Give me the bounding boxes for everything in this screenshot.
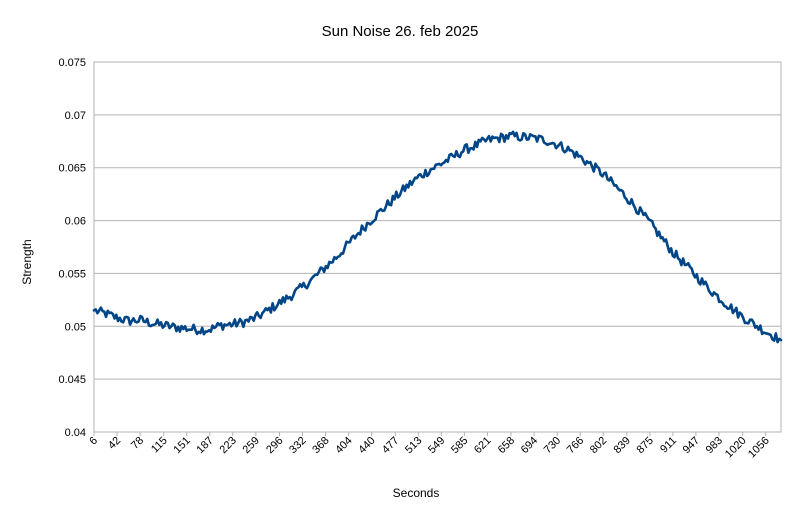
gridlines (94, 61, 781, 433)
x-tick-label: 730 (542, 435, 563, 456)
x-tick-label: 42 (106, 435, 123, 452)
y-tick-label: 0.06 (65, 216, 86, 228)
x-tick-label: 440 (356, 435, 377, 456)
x-axis-title: Seconds (393, 486, 440, 500)
plot-area-frame (93, 61, 782, 433)
y-tick-label: 0.045 (58, 374, 86, 386)
x-tick-label: 332 (287, 435, 308, 456)
x-tick-label: 115 (149, 435, 170, 456)
x-tick-label: 513 (403, 435, 424, 456)
x-tick-label: 658 (496, 435, 517, 456)
x-tick-label: 766 (565, 435, 586, 456)
y-axis-tick-labels: 0.04 0.045 0.05 0.055 0.06 0.065 0.07 0.075 (58, 57, 86, 439)
x-tick-label: 1056 (746, 435, 772, 461)
x-tick-label: 839 (611, 435, 632, 456)
x-tick-label: 78 (129, 435, 146, 452)
x-tick-label: 6 (87, 435, 100, 448)
x-tick-label: 983 (704, 435, 725, 456)
x-axis-tick-labels: 6 42 78 115 151 187 223 259 296 332 368 404 440 477 51… (87, 432, 772, 461)
x-tick-label: 368 (310, 435, 331, 456)
x-tick-label: 947 (681, 435, 702, 456)
series-line (92, 130, 783, 344)
x-tick-label: 477 (380, 435, 401, 456)
y-tick-label: 0.055 (58, 268, 86, 280)
x-tick-label: 187 (194, 435, 215, 456)
y-tick-label: 0.05 (65, 321, 86, 333)
x-tick-label: 296 (264, 435, 285, 456)
x-tick-label: 802 (588, 435, 609, 456)
chart-title: Sun Noise 26. feb 2025 (322, 23, 479, 40)
x-tick-label: 1020 (723, 435, 749, 461)
x-tick-label: 585 (449, 435, 470, 456)
y-axis-title: Strength (20, 239, 34, 284)
x-tick-label: 621 (472, 435, 493, 456)
y-tick-label: 0.075 (58, 57, 86, 69)
y-tick-label: 0.07 (65, 110, 86, 122)
y-tick-label: 0.065 (58, 163, 86, 175)
x-tick-label: 404 (333, 435, 354, 456)
series-layer (92, 130, 783, 344)
x-tick-label: 875 (635, 435, 656, 456)
x-tick-label: 549 (426, 435, 447, 456)
x-tick-label: 694 (519, 435, 540, 456)
x-tick-label: 223 (217, 435, 238, 456)
x-tick-label: 151 (171, 435, 192, 456)
x-tick-label: 911 (658, 435, 679, 456)
y-tick-label: 0.04 (65, 427, 86, 439)
x-tick-label: 259 (240, 435, 261, 456)
